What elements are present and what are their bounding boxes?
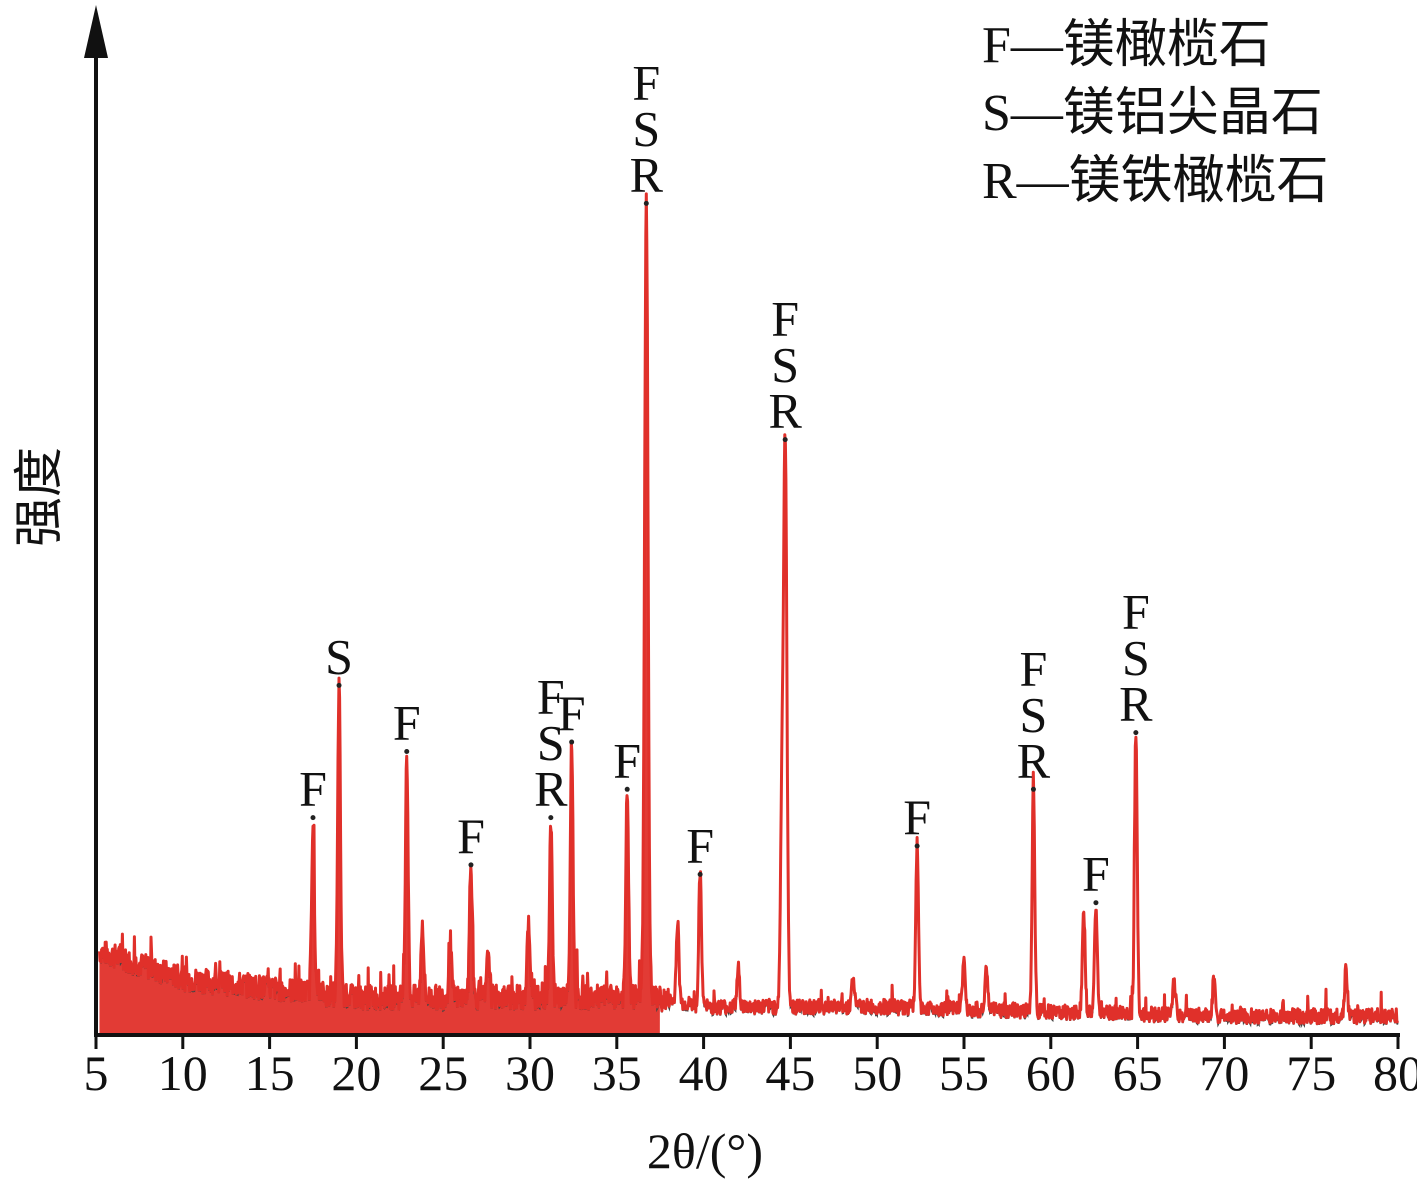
peak-label: F	[632, 54, 660, 110]
x-tick-label: 50	[852, 1045, 902, 1101]
peak-label: R	[630, 146, 664, 202]
peak-label: F	[457, 808, 485, 864]
peak-label: S	[1122, 630, 1150, 686]
x-tick-label: 20	[331, 1045, 381, 1101]
pattern-line	[98, 192, 1400, 1026]
peak-label: F	[558, 685, 586, 741]
peak-apex-marker	[1133, 730, 1139, 736]
peak-apex-marker	[569, 739, 575, 745]
legend: F—镁橄榄石 S—镁铝尖晶石 R—镁铁橄榄石	[982, 17, 1329, 210]
peak-apex-marker	[643, 200, 649, 206]
legend-entry: R—镁铁橄榄石	[982, 153, 1329, 210]
x-tick-label: 5	[84, 1045, 109, 1101]
peak-apex-marker	[914, 843, 920, 849]
peak-apex-marker	[548, 815, 554, 821]
x-tick-label: 40	[679, 1045, 729, 1101]
x-tick-label: 80	[1373, 1045, 1417, 1101]
peak-apex-marker	[336, 682, 342, 688]
peak-label: F	[686, 817, 714, 873]
x-axis-title: 2θ/(°)	[647, 1123, 763, 1179]
peak-apex-marker	[1030, 786, 1036, 792]
x-tick-label: 25	[418, 1045, 468, 1101]
peak-apex-marker	[697, 871, 703, 877]
x-tick-label: 30	[505, 1045, 555, 1101]
peak-label: S	[1020, 686, 1048, 742]
x-tick-label: 55	[939, 1045, 989, 1101]
peak-label: F	[393, 695, 421, 751]
x-tick-label: 15	[245, 1045, 295, 1101]
peak-label: S	[771, 337, 799, 393]
peak-label: F	[537, 669, 565, 725]
peak-apex-marker	[782, 437, 788, 443]
peak-apex-marker	[404, 749, 410, 754]
x-tick-label: 35	[592, 1045, 642, 1101]
peak-label: R	[1119, 676, 1153, 732]
peak-label: F	[613, 732, 641, 788]
peak-apex-marker	[310, 815, 316, 821]
peak-label: S	[537, 715, 565, 771]
x-tick-label: 65	[1113, 1045, 1163, 1101]
peak-apex-marker	[624, 786, 630, 792]
x-tick-label: 70	[1199, 1045, 1249, 1101]
peak-label: S	[325, 628, 353, 684]
peak-label: F	[903, 789, 931, 845]
peak-label: R	[534, 761, 568, 817]
peak-label: F	[1122, 584, 1150, 640]
peak-label: S	[632, 100, 660, 156]
peak-label: F	[771, 291, 799, 347]
pattern-series	[98, 192, 1400, 1029]
peak-label: F	[1020, 640, 1048, 696]
axes	[84, 5, 1400, 1037]
legend-entry: F—镁橄榄石	[982, 17, 1271, 74]
legend-entry: S—镁铝尖晶石	[982, 85, 1323, 142]
x-tick-label: 45	[765, 1045, 815, 1101]
x-ticks: 5 10 15 20 25 30 35 40 45 50 55 60 65 70 75 80	[84, 1035, 1417, 1101]
low-angle-fill	[99, 193, 660, 1035]
pattern-fill	[99, 193, 660, 1035]
peak-apex-marker	[1093, 900, 1099, 906]
x-tick-label: 10	[158, 1045, 208, 1101]
y-axis-title: 强度	[11, 447, 67, 547]
peak-label: F	[1082, 846, 1110, 902]
peak-label: F	[299, 761, 327, 817]
peak-label: R	[1017, 732, 1051, 788]
pattern-shadow-line	[98, 195, 1399, 1029]
y-axis-arrow	[84, 5, 108, 58]
x-tick-label: 75	[1286, 1045, 1336, 1101]
peak-apex-marker	[468, 862, 474, 868]
peak-label: R	[769, 383, 803, 439]
x-tick-label: 60	[1026, 1045, 1076, 1101]
